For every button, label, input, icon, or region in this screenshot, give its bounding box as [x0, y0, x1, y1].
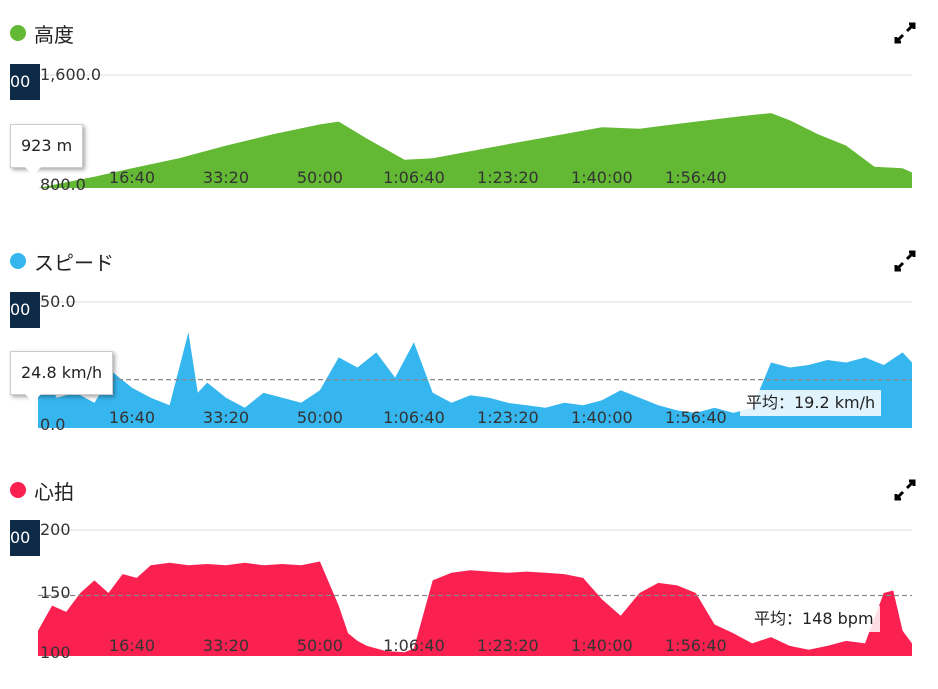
x-tick-label: 33:20 [203, 408, 249, 427]
x-tick-label: 1:56:40 [665, 168, 727, 187]
series-area [38, 561, 912, 656]
y-axis-top-label: 50.0 [40, 292, 76, 311]
x-tick-label: 1:23:20 [477, 408, 539, 427]
x-tick-label: 1:40:00 [571, 636, 633, 655]
x-tick-label: 16:40 [109, 408, 155, 427]
y-axis-mid-label: 150 [40, 583, 71, 602]
panel-title: 心拍 [10, 475, 74, 505]
panel-title: スピード [10, 246, 114, 276]
expand-icon[interactable] [894, 22, 916, 44]
y-axis-navy-label: 00 [10, 64, 40, 100]
x-tick-label: 16:40 [109, 168, 155, 187]
legend-dot [10, 25, 26, 41]
legend-dot [10, 253, 26, 269]
x-tick-label: 1:56:40 [665, 636, 727, 655]
x-tick-label: 1:06:40 [383, 636, 445, 655]
x-tick-label: 1:40:00 [571, 168, 633, 187]
x-tick-label: 16:40 [109, 636, 155, 655]
x-tick-label: 50:00 [297, 636, 343, 655]
x-tick-label: 33:20 [203, 168, 249, 187]
x-tick-label: 1:23:20 [477, 168, 539, 187]
y-axis-bottom-label: 800.0 [40, 175, 86, 194]
speed-tooltip: 24.8 km/h [10, 351, 114, 403]
x-tick-label: 50:00 [297, 408, 343, 427]
x-tick-label: 1:06:40 [383, 168, 445, 187]
y-axis-navy-label: 00 [10, 520, 40, 556]
panel-title-text: 高度 [34, 22, 74, 47]
speed-average-label: 平均：19.2 km/h [740, 390, 882, 416]
x-tick-label: 33:20 [203, 636, 249, 655]
legend-dot [10, 482, 26, 498]
y-axis-bottom-label: 0.0 [40, 415, 65, 434]
x-tick-label: 1:40:00 [571, 408, 633, 427]
panel-title-text: 心拍 [34, 479, 74, 504]
y-axis-top-label: 200 [40, 520, 71, 539]
panel-title-text: スピード [34, 250, 114, 275]
x-tick-label: 1:56:40 [665, 408, 727, 427]
x-tick-label: 1:23:20 [477, 636, 539, 655]
series-area [38, 113, 912, 188]
heart-panel: 心拍 [0, 475, 938, 685]
speed-panel: スピード [0, 246, 938, 456]
heart-average-label: 平均：148 bpm [748, 606, 880, 632]
y-axis-navy-label: 00 [10, 292, 40, 328]
series-area [38, 332, 912, 428]
x-tick-label: 50:00 [297, 168, 343, 187]
altitude-tooltip: 923 m [10, 124, 84, 176]
expand-icon[interactable] [894, 250, 916, 272]
y-axis-top-label: 1,600.0 [40, 65, 101, 84]
x-tick-label: 1:06:40 [383, 408, 445, 427]
altitude-panel: 高度 [0, 18, 938, 228]
panel-title: 高度 [10, 18, 74, 48]
expand-icon[interactable] [894, 479, 916, 501]
y-axis-bottom-label: 100 [40, 643, 71, 662]
